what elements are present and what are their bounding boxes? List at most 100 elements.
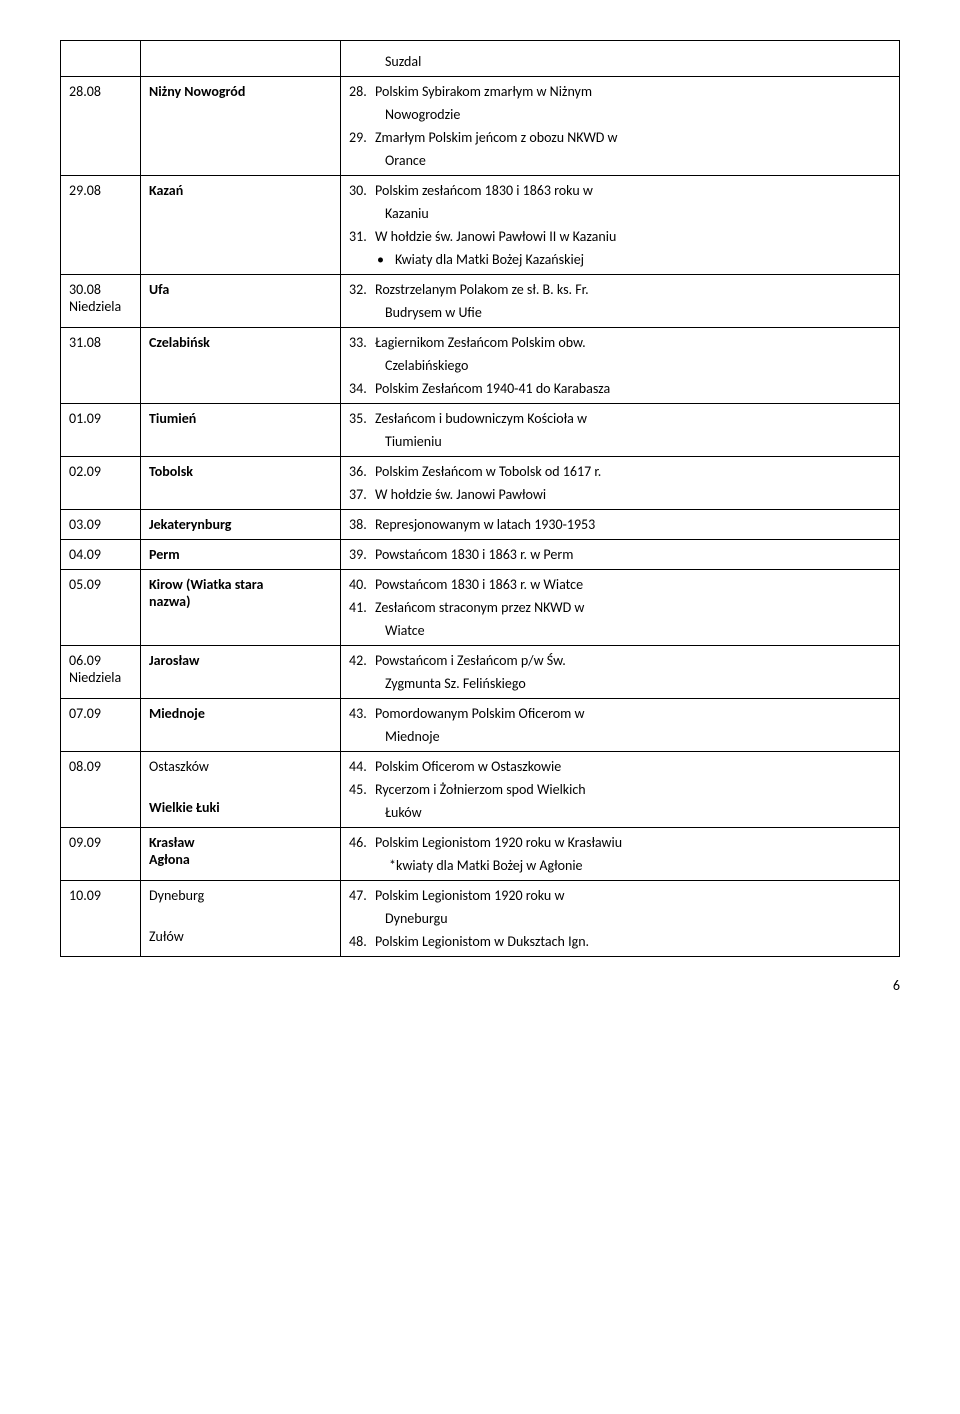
date-cell: 01.09 [61,404,141,457]
table-row: 10.09DyneburgZułów47.Polskim Legionistom… [61,881,900,957]
item-text-continuation: Kazaniu [385,205,891,222]
date-text: 30.08 [69,281,132,298]
date-cell: 28.08 [61,77,141,176]
item-number: 46. [349,834,375,851]
item-text-continuation: Budrysem w Ufie [385,304,891,321]
date-cell: 29.08 [61,176,141,275]
place-name: Tiumień [149,410,196,427]
date-cell: 05.09 [61,570,141,646]
date-text: Niedziela [69,298,132,315]
item-number: 34. [349,380,375,397]
description-cell: 35.Zesłańcom i budowniczym Kościoła w Tiu… [341,404,900,457]
description-cell: 44.Polskim Oficerom w Ostaszkowie45.Ryce… [341,752,900,828]
item-text: Łagiernikom Zesłańcom Polskim obw. [375,334,586,351]
date-cell: 31.08 [61,328,141,404]
place-cell: Tiumień [141,404,341,457]
table-row: 30.08Niedziela Ufa 32.Rozstrzelanym Polako… [61,275,900,328]
table-row: 08.09OstaszkówWielkie Łuki44.Polskim Ofi… [61,752,900,828]
item-text: Rozstrzelanym Polakom ze sł. B. ks. Fr. [375,281,589,298]
place-cell [141,41,341,77]
place-name: Ufa [149,281,169,298]
description-cell: 47.Polskim Legionistom 1920 roku wDynebu… [341,881,900,957]
item-text-continuation: Orance [385,152,891,169]
date-cell: 09.09 [61,828,141,881]
item-number: 28. [349,83,375,100]
item-number: 33. [349,334,375,351]
item-number: 31. [349,228,375,245]
item-text-continuation: Zygmunta Sz. Felińskiego [385,675,891,692]
description-cell: 28.Polskim Sybirakom zmarłym w NiżnymNow… [341,77,900,176]
date-cell: 10.09 [61,881,141,957]
place-name: Jarosław [149,652,199,669]
item-number: 35. [349,410,375,427]
item-text: Pomordowanym Polskim Oficerom w [375,705,585,722]
description-cell: 42.Powstańcom i Zesłańcom p/w Św.Zygmunt… [341,646,900,699]
bullet-text: Kwiaty dla Matki Bożej Kazańskiej [395,251,584,268]
place-name: Krasław [149,834,332,851]
place-name: Perm [149,546,180,563]
bullet-icon: • [377,251,395,268]
date-cell: 03.09 [61,510,141,540]
item-number: 32. [349,281,375,298]
date-cell: 04.09 [61,540,141,570]
place-name: Agłona [149,851,332,868]
date-text: Niedziela [69,669,132,686]
description-cell: 30.Polskim zesłańcom 1830 i 1863 roku w K… [341,176,900,275]
place-cell: Miednoje [141,699,341,752]
date-cell: 06.09Niedziela [61,646,141,699]
description-cell: 33.Łagiernikom Zesłańcom Polskim obw. Cze… [341,328,900,404]
item-text: W hołdzie św. Janowi Pawłowi II w Kazani… [375,228,616,245]
item-number: 41. [349,599,375,616]
place-name: Zułów [149,928,332,945]
item-text-continuation: Czelabińskiego [385,357,891,374]
item-text-continuation: Tiumieniu [385,433,891,450]
table-row: 01.09 Tiumień 35.Zesłańcom i budowniczym K… [61,404,900,457]
description-cell: 32.Rozstrzelanym Polakom ze sł. B. ks. F… [341,275,900,328]
place-name: Ostaszków [149,758,332,775]
table-row: 07.09 Miednoje 43.Pomordowanym Polskim Of… [61,699,900,752]
description-cell: 39.Powstańcom 1830 i 1863 r. w Perm [341,540,900,570]
place-name: Jekaterynburg [149,516,231,533]
table-row: 29.08Kazań30.Polskim zesłańcom 1830 i 18… [61,176,900,275]
place-name: Miednoje [149,705,205,722]
description-cell: 38.Represjonowanym w latach 1930-1953 [341,510,900,540]
place-name: Czelabińsk [149,334,210,351]
place-cell: Czelabińsk [141,328,341,404]
description-cell: 46.Polskim Legionistom 1920 roku w Krasł… [341,828,900,881]
table-row: 31.08 Czelabińsk 33.Łagiernikom Zesłańcom … [61,328,900,404]
item-text-continuation: Wiatce [385,622,891,639]
table-row: 06.09Niedziela Jarosław 42.Powstańcom i Ze… [61,646,900,699]
description-cell: 36.Polskim Zesłańcom w Tobolsk od 1617 r… [341,457,900,510]
item-text: Polskim zesłańcom 1830 i 1863 roku w [375,182,593,199]
item-text: Powstańcom 1830 i 1863 r. w Perm [375,546,573,563]
date-cell: 02.09 [61,457,141,510]
item-number: 30. [349,182,375,199]
date-cell: 07.09 [61,699,141,752]
place-name: Tobolsk [149,463,193,480]
item-number: 43. [349,705,375,722]
item-number: 48. [349,933,375,950]
table-row: Suzdal [61,41,900,77]
item-text-continuation: Dyneburgu [385,910,891,927]
place-cell: DyneburgZułów [141,881,341,957]
item-text: Zesłańcom i budowniczym Kościoła w [375,410,587,427]
date-cell: 30.08Niedziela [61,275,141,328]
item-text: Polskim Legionistom 1920 roku w [375,887,564,904]
page-number: 6 [60,977,900,994]
item-text: Polskim Sybirakom zmarłym w Niżnym [375,83,592,100]
item-text: Polskim Zesłańcom 1940-41 do Karabasza [375,380,610,397]
item-number: 42. [349,652,375,669]
item-number: 39. [349,546,375,563]
item-number: 44. [349,758,375,775]
note-text: *kwiaty dla Matki Bożej w Agłonie [389,857,891,874]
table-row: 28.08Niżny Nowogród28.Polskim Sybirakom … [61,77,900,176]
item-number: 40. [349,576,375,593]
item-text: Rycerzom i Żołnierzom spod Wielkich [375,781,586,798]
item-number: 37. [349,486,375,503]
schedule-table: Suzdal28.08Niżny Nowogród28.Polskim Sybi… [60,40,900,957]
item-text: Zmarłym Polskim jeńcom z obozu NKWD w [375,129,618,146]
place-cell: Ufa [141,275,341,328]
date-text: 06.09 [69,652,132,669]
place-cell: Perm [141,540,341,570]
item-text: Polskim Legionistom w Duksztach Ign. [375,933,589,950]
